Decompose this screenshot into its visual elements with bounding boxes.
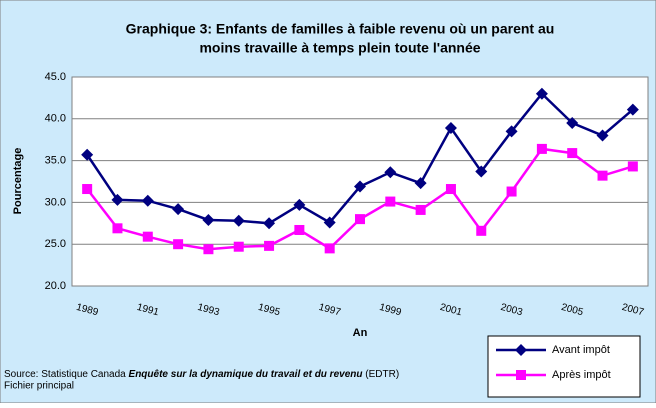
- marker: [414, 177, 427, 190]
- source-title: Enquête sur la dynamique du travail et d…: [129, 369, 363, 380]
- y-axis-label: Pourcentage: [12, 148, 24, 215]
- marker: [354, 180, 366, 193]
- source-line: Fichier principal: [4, 381, 74, 392]
- marker: [536, 143, 547, 154]
- marker: [626, 103, 639, 116]
- marker: [476, 225, 487, 236]
- marker: [355, 214, 365, 225]
- marker: [203, 244, 214, 255]
- marker: [81, 148, 94, 161]
- y-tick-label: 40.0: [45, 113, 66, 125]
- marker: [232, 214, 245, 227]
- marker: [173, 239, 184, 250]
- marker: [475, 165, 488, 178]
- marker: [111, 193, 124, 206]
- marker: [112, 223, 123, 234]
- marker: [293, 198, 306, 211]
- marker: [294, 224, 305, 235]
- marker: [384, 166, 397, 179]
- marker: [627, 161, 638, 172]
- marker: [505, 125, 518, 138]
- marker: [202, 213, 215, 226]
- marker: [233, 241, 244, 252]
- y-tick-label: 45.0: [45, 71, 66, 83]
- legend: [487, 335, 641, 398]
- marker: [142, 231, 153, 242]
- marker: [445, 184, 456, 195]
- y-tick-label: 20.0: [45, 280, 66, 292]
- chart-title: moins travaille à temps plein toute l'an…: [199, 40, 480, 56]
- marker: [444, 121, 457, 134]
- marker: [506, 186, 517, 197]
- source: Source: Statistique Canada Enquête sur l…: [4, 369, 399, 380]
- marker: [535, 87, 548, 100]
- legend-marker: [515, 344, 527, 356]
- marker: [385, 196, 396, 207]
- marker: [324, 243, 335, 254]
- chart-title: Graphique 3: Enfants de familles à faibl…: [126, 21, 555, 37]
- marker: [566, 116, 579, 129]
- legend-marker: [516, 370, 526, 380]
- x-axis-label: An: [353, 327, 368, 339]
- legend-label: Avant impôt: [552, 344, 610, 356]
- legend-label: Après impôt: [552, 369, 611, 381]
- marker: [263, 217, 276, 230]
- marker: [323, 216, 336, 229]
- y-tick-label: 35.0: [45, 155, 66, 167]
- marker: [567, 148, 578, 159]
- marker: [141, 194, 154, 207]
- marker: [264, 240, 275, 251]
- marker: [172, 203, 185, 216]
- source-suffix: (EDTR): [365, 369, 399, 380]
- marker: [597, 170, 608, 181]
- source-prefix: Source: Statistique Canada: [4, 369, 126, 380]
- marker: [415, 204, 426, 215]
- marker: [596, 129, 609, 142]
- y-tick-label: 30.0: [45, 196, 66, 208]
- y-tick-label: 25.0: [45, 238, 66, 250]
- marker: [82, 184, 93, 195]
